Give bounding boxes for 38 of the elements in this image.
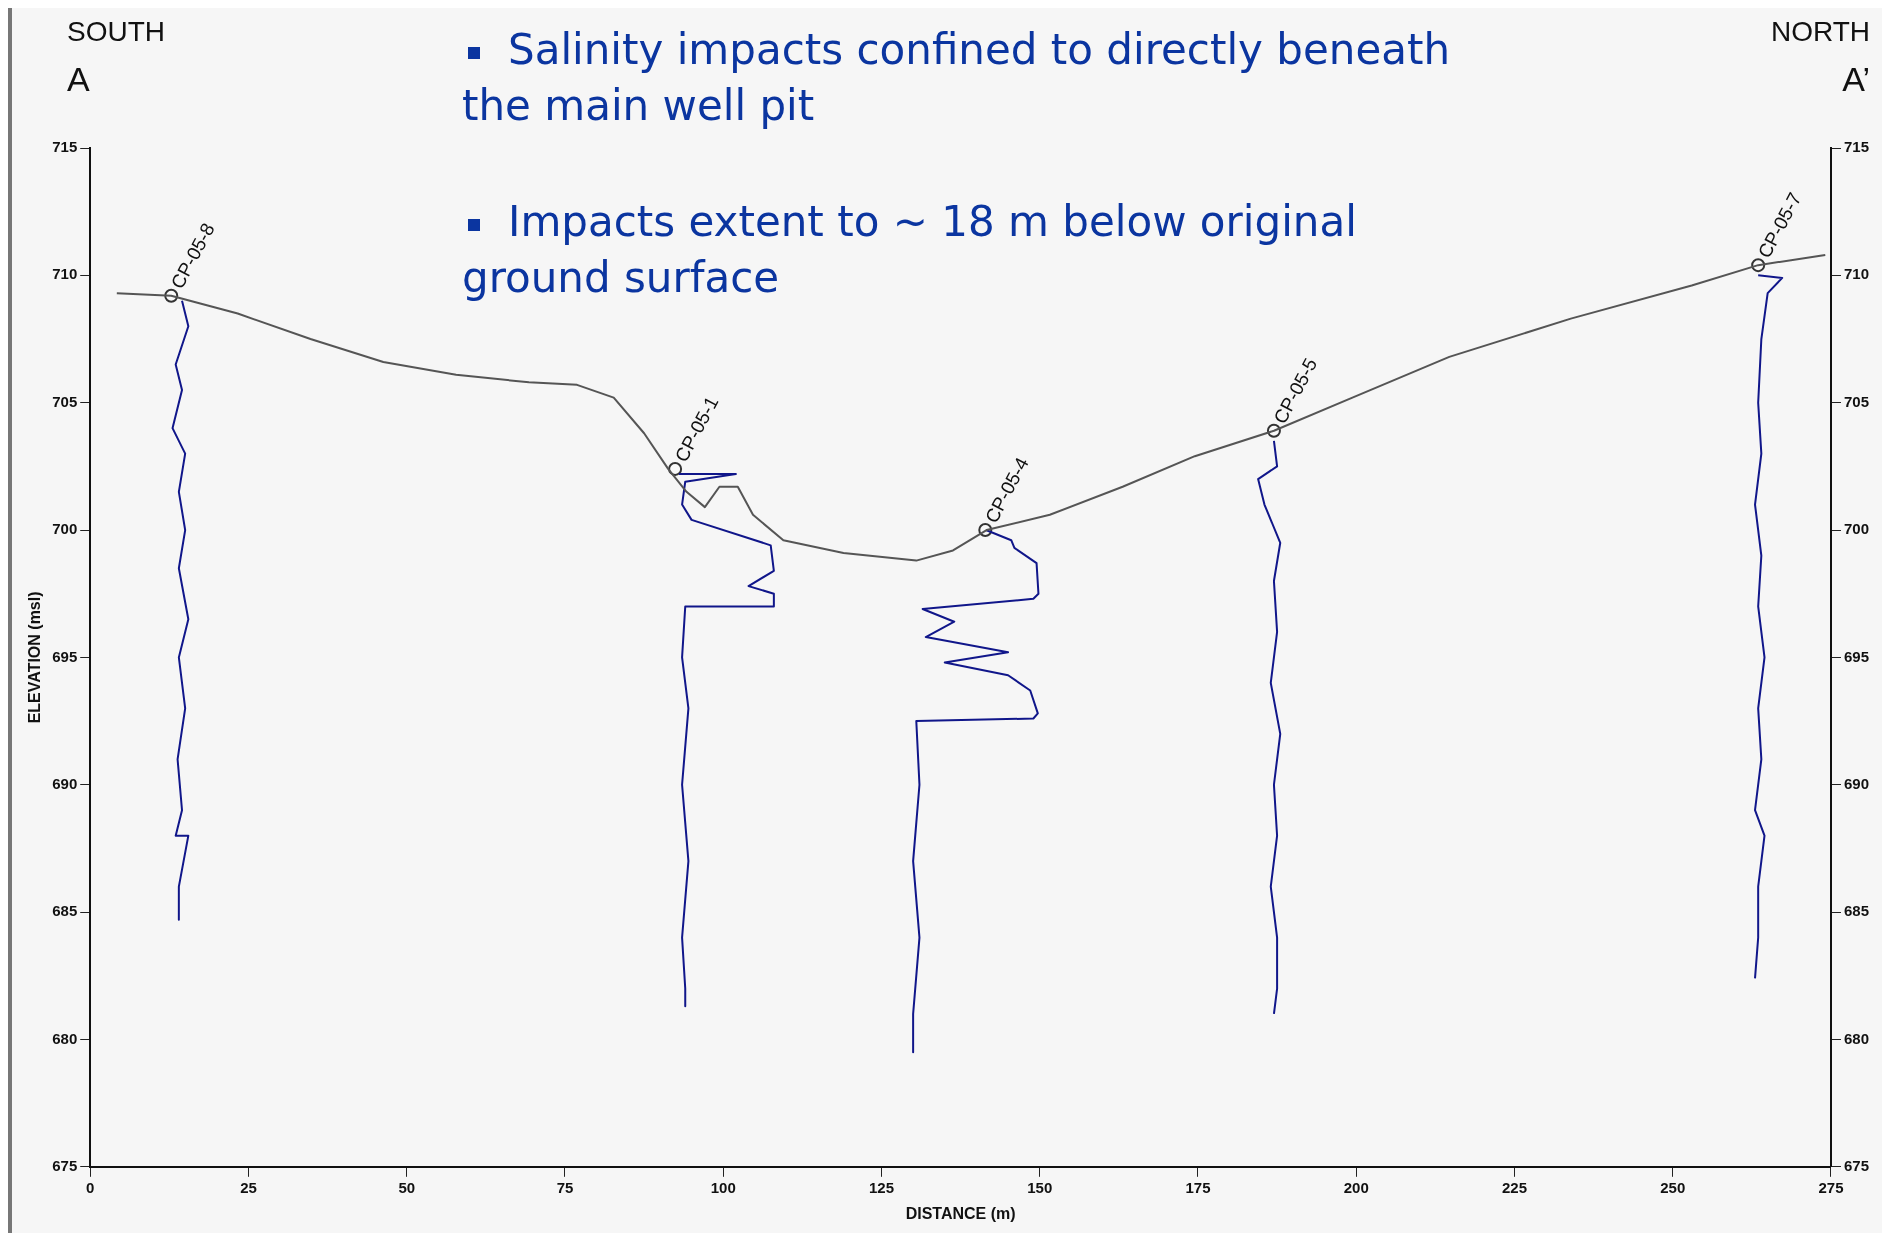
text: Salinity impacts confined to directly beneath the main well pit xyxy=(462,25,1451,130)
x-tick-label: 275 xyxy=(1818,1178,1844,1196)
x-tick-label: 200 xyxy=(1343,1178,1369,1196)
x-tick-label: 100 xyxy=(710,1178,736,1196)
x-tick-label: 0 xyxy=(86,1178,95,1196)
y-axis-title: ELEVATION (msl) xyxy=(26,591,44,724)
x-tick-label: 250 xyxy=(1660,1178,1686,1196)
text: A’ xyxy=(1842,60,1870,99)
y-tick-label: 710 xyxy=(52,265,78,283)
x-tick-label: 75 xyxy=(556,1178,574,1196)
y-tick-label: 705 xyxy=(52,392,78,410)
x-tick-label: 225 xyxy=(1501,1178,1527,1196)
x-tick-label: 175 xyxy=(1185,1178,1211,1196)
y2-tick-label: 685 xyxy=(1843,902,1869,920)
x-tick-label: 150 xyxy=(1027,1178,1053,1196)
y2-tick-label: 715 xyxy=(1843,138,1869,156)
x-axis-title: DISTANCE (m) xyxy=(905,1204,1016,1222)
y2-tick-label: 710 xyxy=(1843,265,1869,283)
y-tick-label: 715 xyxy=(52,138,78,156)
x-tick-label: 125 xyxy=(868,1178,894,1196)
y-tick-label: 685 xyxy=(52,902,78,920)
y-tick-label: 700 xyxy=(52,520,78,538)
x-tick-label: 50 xyxy=(398,1178,416,1196)
y-tick-label: 695 xyxy=(52,647,78,665)
y-tick-label: 680 xyxy=(52,1029,78,1047)
y2-tick-label: 700 xyxy=(1843,520,1869,538)
text: A xyxy=(67,60,90,99)
y2-tick-label: 680 xyxy=(1843,1029,1869,1047)
y2-tick-label: 705 xyxy=(1843,392,1869,410)
text: NORTH xyxy=(1770,16,1870,48)
y2-tick-label: 690 xyxy=(1843,774,1869,792)
x-tick-label: 25 xyxy=(240,1178,257,1196)
text: SOUTH xyxy=(67,16,165,48)
y-tick-label: 675 xyxy=(52,1156,78,1174)
y-tick-label: 690 xyxy=(52,774,78,792)
y2-tick-label: 675 xyxy=(1843,1156,1869,1174)
annotation: Impacts extent to ~ 18 m below original ground surface xyxy=(462,197,1357,302)
y2-tick-label: 695 xyxy=(1843,647,1869,665)
